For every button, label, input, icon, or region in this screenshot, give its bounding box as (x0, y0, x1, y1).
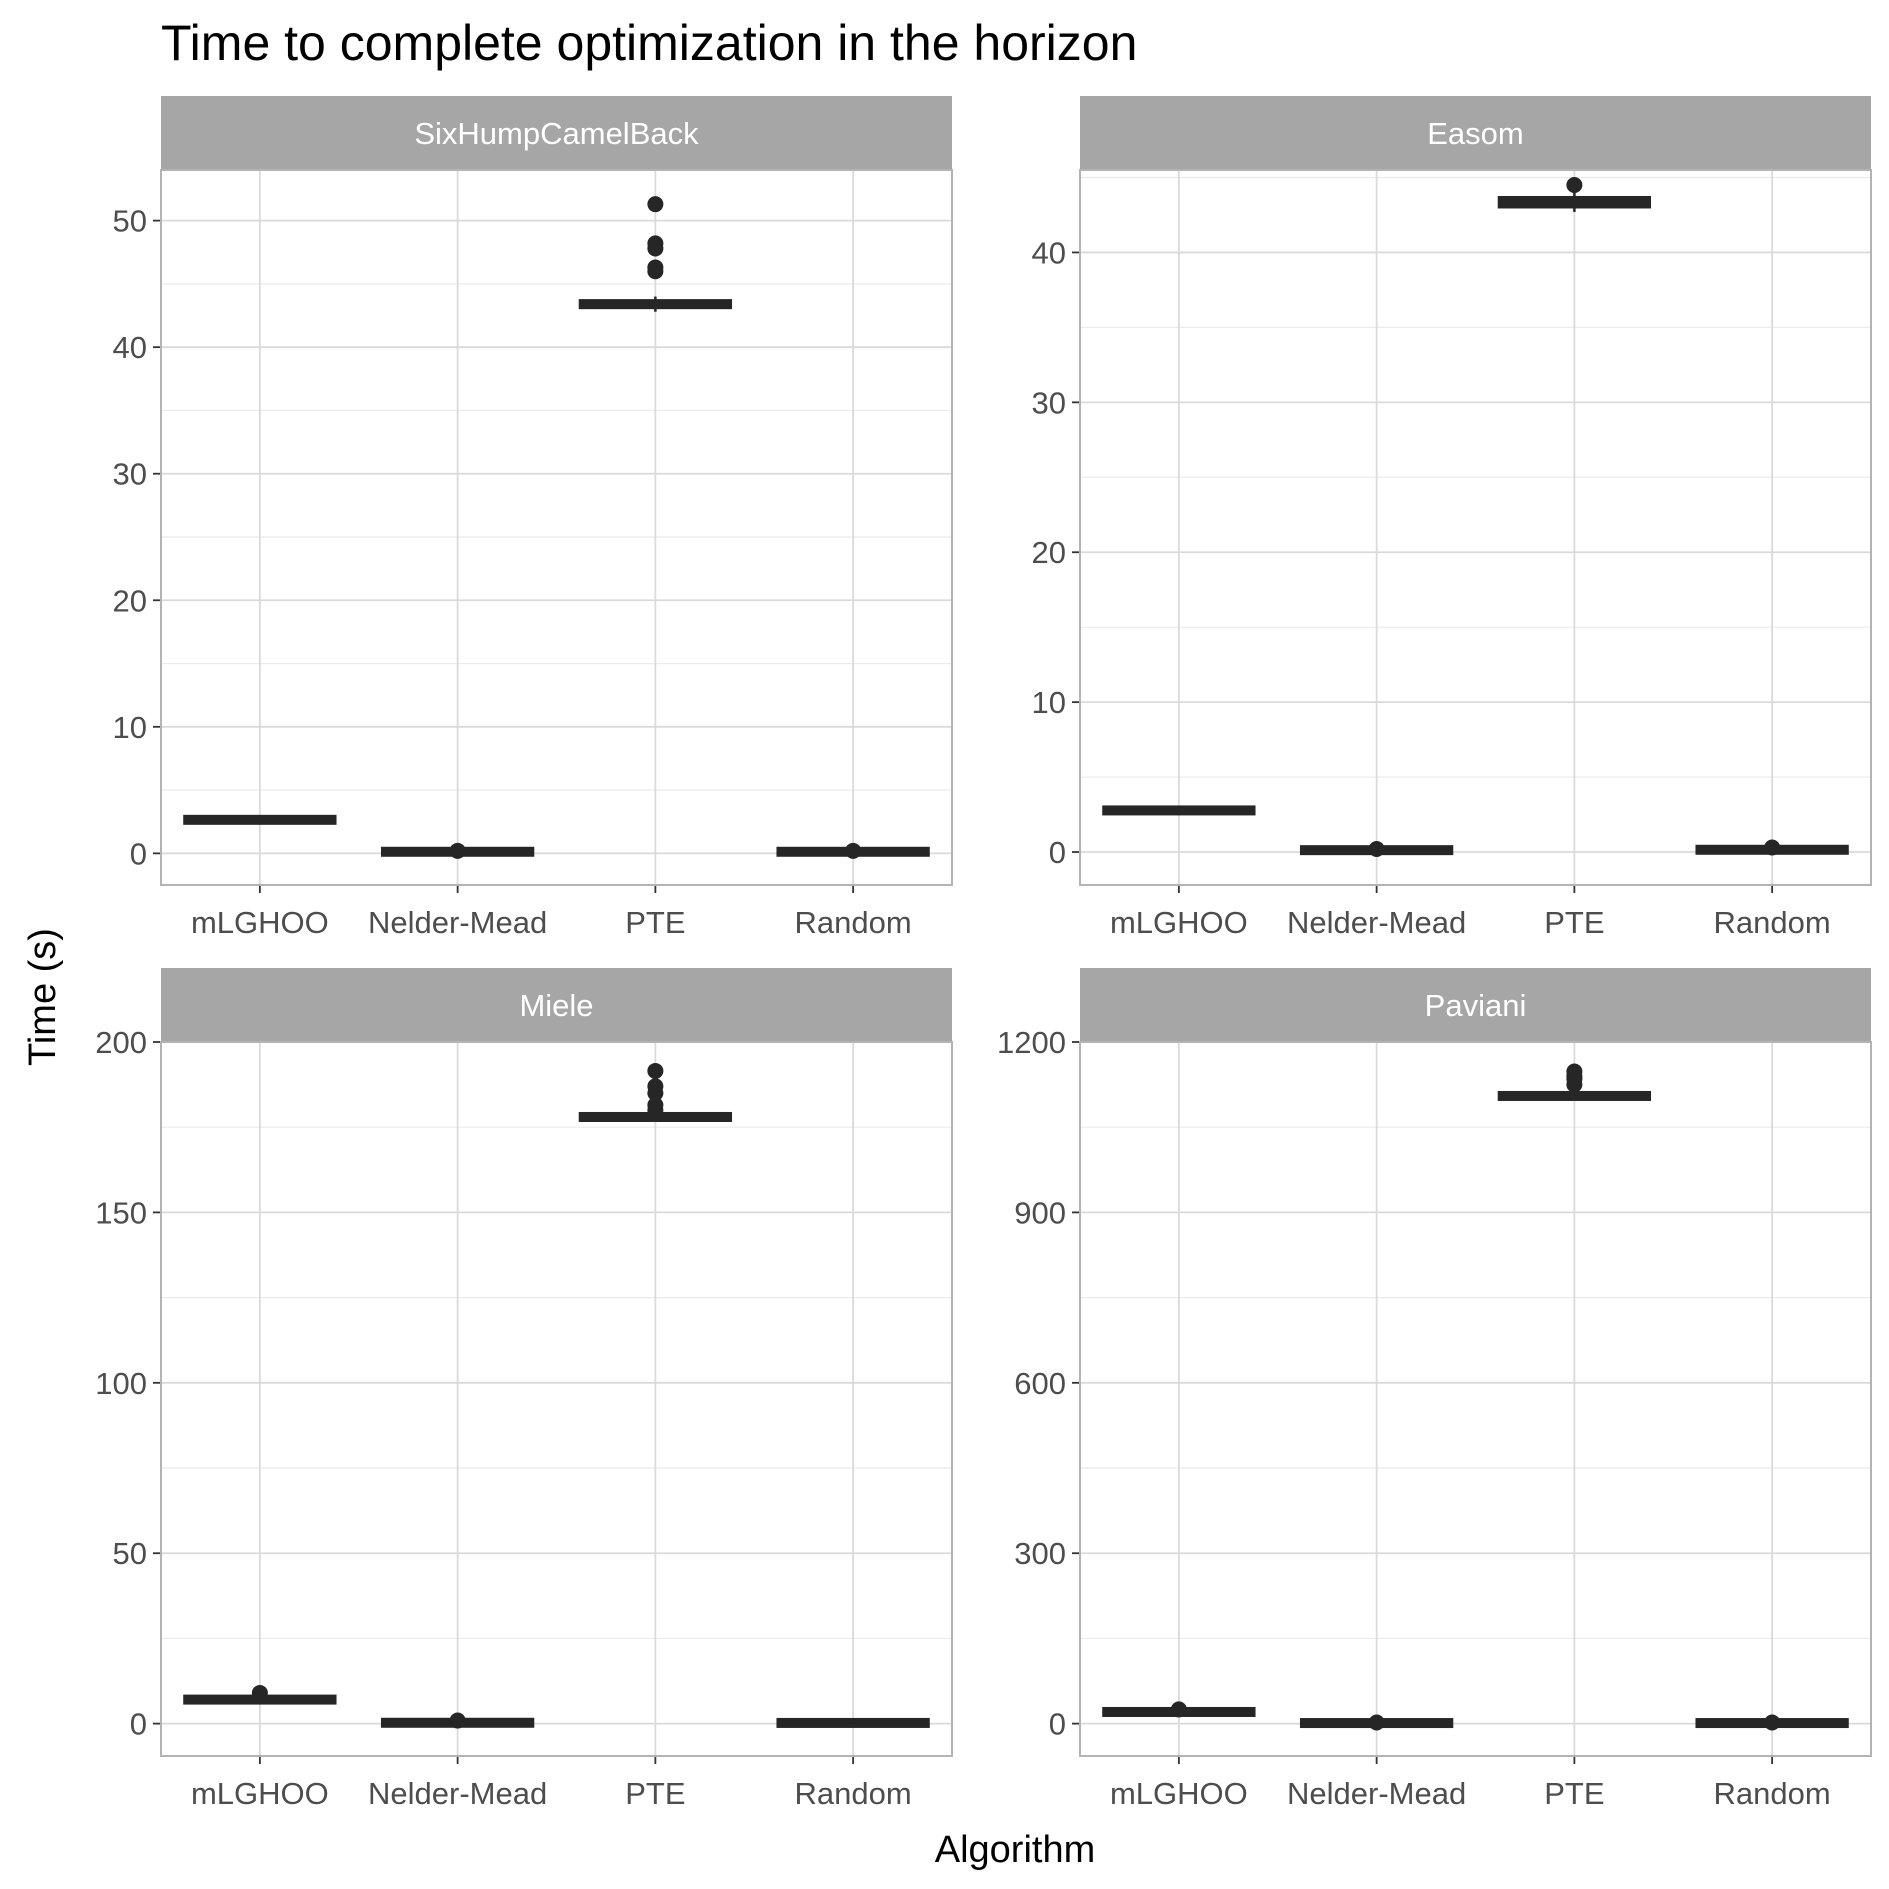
outlier-point (449, 1712, 466, 1729)
strip-label-miele: Miele (519, 988, 593, 1023)
x-tick-label: Random (795, 905, 912, 940)
outlier-point (647, 1097, 664, 1114)
panel-background (161, 1042, 952, 1756)
box-pte (1497, 1063, 1652, 1101)
outlier-point (647, 235, 664, 252)
facet-panels: SixHumpCamelBack 0 10 20 30 40 50 mLGHOO Nelder-… (95, 96, 1872, 1811)
strip-sixhumpcamelback (161, 96, 952, 170)
box-random (776, 1717, 930, 1728)
y-tick-label: 900 (1014, 1195, 1066, 1230)
y-tick-label: 20 (113, 583, 147, 618)
y-tick-label: 40 (113, 330, 147, 365)
y-tick-label: 0 (1049, 1707, 1066, 1742)
box-nelder-mead (1299, 841, 1454, 858)
box-nelder-mead (380, 1712, 535, 1729)
panel-border (1079, 1041, 1872, 1757)
strip-miele (161, 968, 952, 1042)
y-tick-label: 20 (1032, 535, 1066, 570)
panel-background (1080, 170, 1871, 885)
x-tick-label: Nelder-Mead (1287, 1776, 1466, 1811)
outlier-point (1368, 1714, 1385, 1731)
box-pte (1497, 176, 1652, 212)
x-tick-label: Nelder-Mead (1287, 905, 1466, 940)
y-tick-label: 40 (1032, 235, 1066, 270)
y-tick-label: 1200 (997, 1025, 1066, 1060)
strip-label-paviani: Paviani (1425, 988, 1527, 1023)
outlier-point (647, 1078, 664, 1095)
outlier-point (1566, 1063, 1583, 1080)
y-axis-title: Time (s) (22, 928, 64, 1066)
x-tick-label: Nelder-Mead (368, 905, 547, 940)
x-tick-label: Random (795, 1776, 912, 1811)
outlier-point (251, 1684, 268, 1701)
box-random (1695, 839, 1849, 856)
x-tick-label: mLGHOO (1110, 1776, 1248, 1811)
outlier-point (1170, 1701, 1187, 1718)
panel-background (161, 170, 952, 885)
x-tick-label: Random (1714, 905, 1831, 940)
outlier-point (647, 196, 664, 213)
panel-miele: Miele 0 50 100 150 200 mLGHOO Nelder-Mead PTE Ran… (95, 968, 953, 1811)
x-tick-label: PTE (625, 905, 685, 940)
y-tick-label: 0 (130, 1707, 147, 1742)
x-tick-label: PTE (1544, 905, 1604, 940)
outlier-point (647, 1062, 664, 1079)
y-tick-label: 0 (1049, 835, 1066, 870)
y-tick-label: 50 (113, 204, 147, 239)
box-nelder-mead (1299, 1714, 1454, 1731)
x-tick-label: Random (1714, 1776, 1831, 1811)
y-tick-label: 0 (130, 836, 147, 871)
panel-paviani: Paviani 0 300 600 900 1200 mLGHOO Nelder-Mead PT… (997, 968, 1872, 1811)
outlier-point (845, 842, 862, 859)
x-tick-label: Nelder-Mead (368, 1776, 547, 1811)
strip-label-sixhumpcamelback: SixHumpCamelBack (414, 116, 699, 151)
strip-paviani (1080, 968, 1871, 1042)
panel-border (160, 169, 953, 886)
x-tick-label: mLGHOO (191, 905, 329, 940)
x-tick-label: PTE (625, 1776, 685, 1811)
strip-label-easom: Easom (1427, 116, 1523, 151)
box-pte (578, 1062, 733, 1122)
x-axis-title: Algorithm (935, 1829, 1096, 1871)
y-tick-label: 10 (1032, 685, 1066, 720)
y-tick-label: 50 (113, 1536, 147, 1571)
y-tick-label: 30 (1032, 385, 1066, 420)
y-tick-label: 30 (113, 457, 147, 492)
strip-easom (1080, 96, 1871, 170)
panel-background (1080, 1042, 1871, 1756)
panel-border (1079, 169, 1872, 886)
box-mlghoo (1102, 1701, 1256, 1718)
x-tick-label: PTE (1544, 1776, 1604, 1811)
y-tick-label: 600 (1014, 1366, 1066, 1401)
y-tick-label: 100 (95, 1366, 147, 1401)
box-mlghoo (183, 814, 337, 825)
box-random (776, 842, 930, 859)
outlier-point (449, 842, 466, 859)
outlier-point (1368, 841, 1385, 858)
x-tick-label: mLGHOO (1110, 905, 1248, 940)
panel-easom: Easom 0 10 20 30 40 mLGHOO Nelder-Mead PTE Random (1032, 96, 1872, 940)
chart-title: Time to complete optimization in the hor… (161, 15, 1137, 71)
panel-border (160, 1041, 953, 1757)
y-tick-label: 10 (113, 710, 147, 745)
box-mlghoo (183, 1684, 337, 1705)
y-tick-label: 300 (1014, 1536, 1066, 1571)
outlier-point (1764, 839, 1781, 856)
outlier-point (1566, 176, 1583, 193)
outlier-point (1764, 1714, 1781, 1731)
box-random (1695, 1714, 1849, 1731)
box-pte (578, 196, 733, 312)
panel-sixhumpcamelback: SixHumpCamelBack 0 10 20 30 40 50 mLGHOO Nelder-… (113, 96, 953, 940)
x-tick-label: mLGHOO (191, 1776, 329, 1811)
box-mlghoo (1102, 805, 1256, 816)
outlier-point (647, 259, 664, 276)
y-tick-label: 150 (95, 1195, 147, 1230)
box-nelder-mead (380, 842, 535, 859)
y-tick-label: 200 (95, 1025, 147, 1060)
